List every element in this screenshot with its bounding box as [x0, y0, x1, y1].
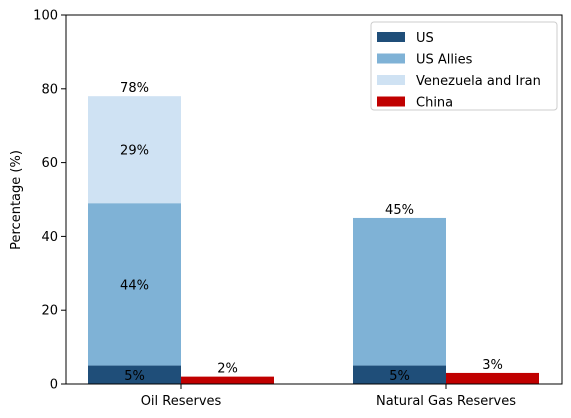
legend-swatch	[377, 75, 405, 85]
total-label: 78%	[120, 81, 149, 96]
y-tick-label: 100	[33, 9, 58, 24]
bar-segment-us	[88, 365, 181, 384]
y-tick-label: 80	[41, 82, 58, 97]
bar-segment-china	[181, 376, 274, 384]
bar-segment-venezuela-and-iran	[88, 96, 181, 204]
legend-item-label: US	[416, 31, 434, 46]
legend-box	[370, 21, 558, 111]
legend-item-label: China	[416, 96, 453, 111]
data-label: 44%	[120, 278, 149, 293]
legend-item-label: Venezuela and Iran	[416, 74, 541, 89]
plot-area: 0 20 40 60 80 100 Oil Reserves Natural Gas Rese…	[33, 9, 539, 409]
bar-segment-us	[353, 365, 446, 384]
legend-item-label: US Allies	[416, 53, 473, 68]
legend-swatch	[377, 96, 405, 107]
y-axis-label: Percentage (%)	[9, 150, 24, 250]
legend-swatch	[377, 53, 405, 64]
y-tick-label: 40	[41, 230, 58, 245]
x-tick-label: Natural Gas Reserves	[376, 394, 516, 409]
x-tick-label: Oil Reserves	[141, 394, 222, 409]
plot-frame	[65, 14, 563, 385]
data-label: 5%	[389, 369, 410, 384]
bar-segment-china	[446, 372, 539, 384]
total-label: 2%	[217, 362, 238, 377]
total-label: 3%	[482, 358, 503, 373]
total-label: 45%	[385, 203, 414, 218]
bar-segment-us-allies	[353, 217, 446, 366]
legend-swatch	[377, 32, 405, 42]
y-tick-label: 60	[41, 156, 58, 171]
data-label: 5%	[124, 369, 145, 384]
y-tick-label: 20	[41, 304, 58, 319]
data-label: 29%	[120, 144, 149, 159]
bar-segment-us-allies	[88, 203, 181, 366]
legend: US US Allies Venezuela and Iran China	[370, 21, 558, 111]
y-tick-label: 0	[50, 378, 58, 393]
